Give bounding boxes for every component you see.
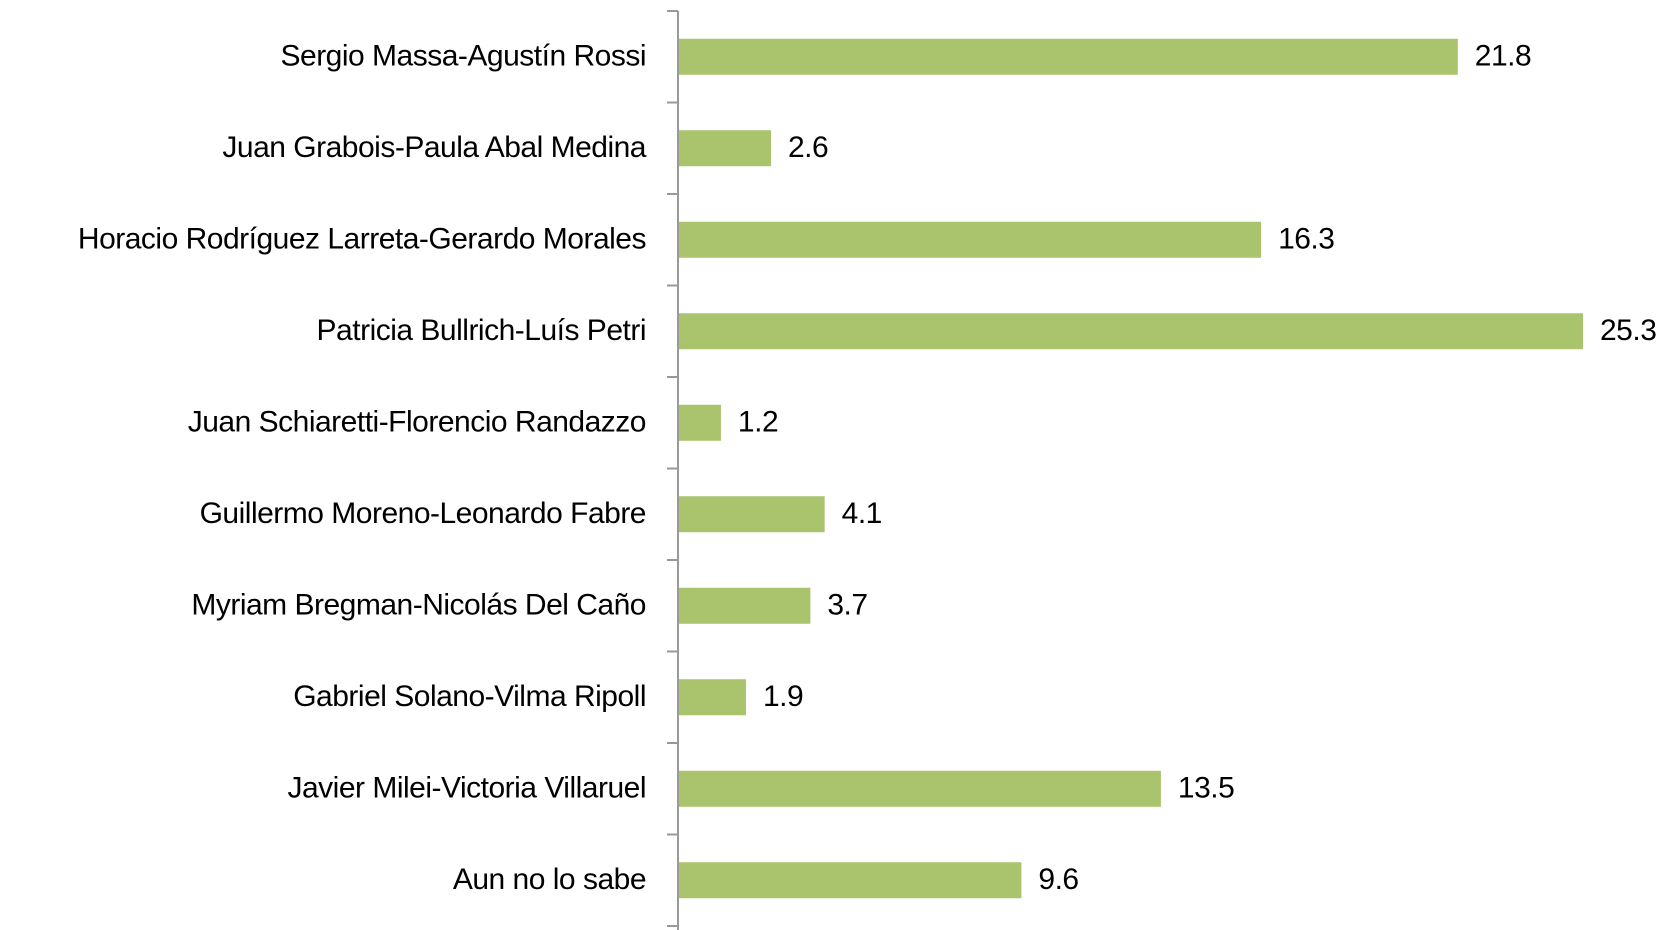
category-label: Patricia Bullrich-Luís Petri	[317, 314, 646, 347]
category-label: Aun no lo sabe	[453, 863, 646, 896]
value-label: 2.6	[788, 131, 828, 164]
bar	[679, 496, 825, 533]
value-label: 21.8	[1475, 40, 1531, 73]
bar	[679, 679, 746, 716]
category-label: Javier Milei-Victoria Villaruel	[287, 772, 646, 805]
bar	[679, 313, 1583, 350]
category-label: Guillermo Moreno-Leonardo Fabre	[200, 497, 646, 530]
category-label: Horacio Rodríguez Larreta-Gerardo Morale…	[78, 223, 646, 256]
bar	[679, 221, 1262, 258]
value-label: 25.3	[1600, 314, 1656, 347]
value-label: 16.3	[1278, 223, 1334, 256]
value-label: 4.1	[842, 497, 882, 530]
bar	[679, 770, 1161, 807]
category-label: Myriam Bregman-Nicolás Del Caño	[191, 589, 646, 622]
category-label: Juan Schiaretti-Florencio Randazzo	[188, 406, 646, 439]
bar	[679, 404, 721, 441]
category-label: Sergio Massa-Agustín Rossi	[281, 40, 647, 73]
category-label: Gabriel Solano-Vilma Ripoll	[293, 680, 646, 713]
value-label: 13.5	[1178, 772, 1234, 805]
value-label: 1.2	[738, 406, 778, 439]
value-label: 9.6	[1038, 863, 1078, 896]
category-label: Juan Grabois-Paula Abal Medina	[222, 131, 646, 164]
bar	[679, 130, 772, 167]
bar	[679, 862, 1022, 899]
value-label: 1.9	[763, 680, 803, 713]
value-label: 3.7	[827, 589, 867, 622]
bar	[679, 38, 1458, 75]
bar	[679, 587, 811, 624]
